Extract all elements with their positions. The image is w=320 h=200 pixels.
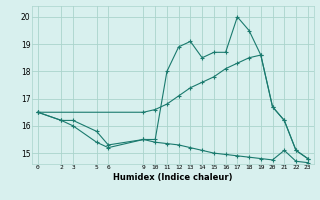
X-axis label: Humidex (Indice chaleur): Humidex (Indice chaleur): [113, 173, 233, 182]
